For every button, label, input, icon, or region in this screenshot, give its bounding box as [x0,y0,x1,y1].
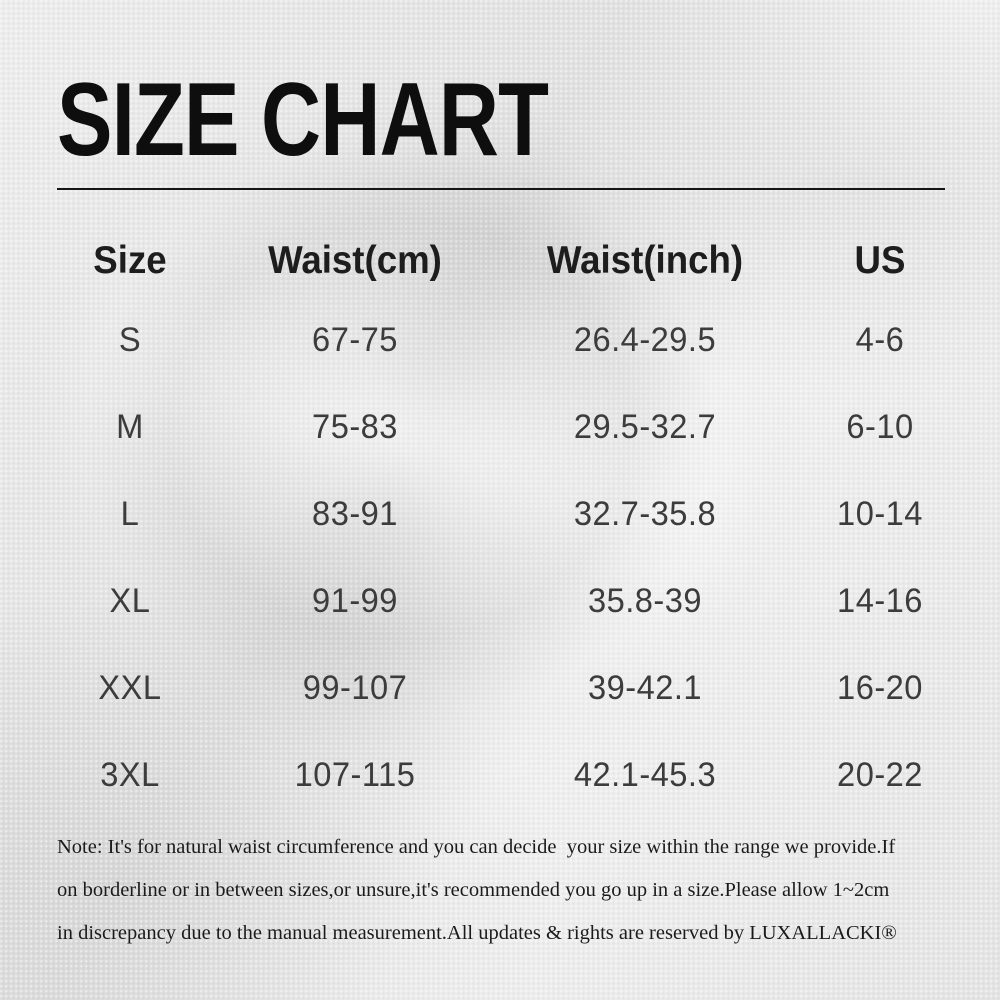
note-line-1: Note: It's for natural waist circumferen… [57,836,896,858]
cell-waist-inch: 32.7-35.8 [573,495,717,533]
cell-waist-inch: 29.5-32.7 [573,408,717,446]
cell-us-size: 4-6 [855,321,905,359]
measurement-note: Note: It's for natural waist circumferen… [57,826,967,955]
cell-waist-inch: 26.4-29.5 [573,321,717,359]
cell-waist-cm: 67-75 [312,321,398,359]
cell-waist-cm: 107-115 [294,756,416,794]
cell-size-label: S [118,321,142,359]
column-header-size: Size [93,238,167,282]
cell-us-size: 6-10 [846,408,914,446]
column-header-us: US [854,238,906,282]
cell-waist-cm: 99-107 [302,669,408,707]
cell-us-size: 16-20 [837,669,923,707]
cell-waist-inch: 42.1-45.3 [573,756,717,794]
column-header-waist-inch: Waist(inch) [546,238,744,282]
note-line-2: on borderline or in between sizes,or uns… [57,879,890,901]
page-title: SIZE CHART [57,62,549,178]
cell-waist-inch: 35.8-39 [587,582,703,620]
cell-us-size: 10-14 [837,495,923,533]
cell-waist-inch: 39-42.1 [587,669,703,707]
cell-size-label: XXL [98,669,162,707]
cell-waist-cm: 75-83 [312,408,398,446]
cell-size-label: M [116,408,144,446]
column-header-waist-cm: Waist(cm) [268,238,442,282]
cell-us-size: 20-22 [837,756,923,794]
title-underline [57,188,945,190]
cell-waist-cm: 83-91 [312,495,398,533]
cell-us-size: 14-16 [837,582,923,620]
cell-size-label: L [120,495,140,533]
cell-size-label: XL [109,582,151,620]
note-line-3: in discrepancy due to the manual measure… [57,922,897,944]
size-table: Size Waist(cm) Waist(inch) US S 67-75 26… [40,224,960,819]
cell-size-label: 3XL [100,756,160,794]
cell-waist-cm: 91-99 [312,582,398,620]
